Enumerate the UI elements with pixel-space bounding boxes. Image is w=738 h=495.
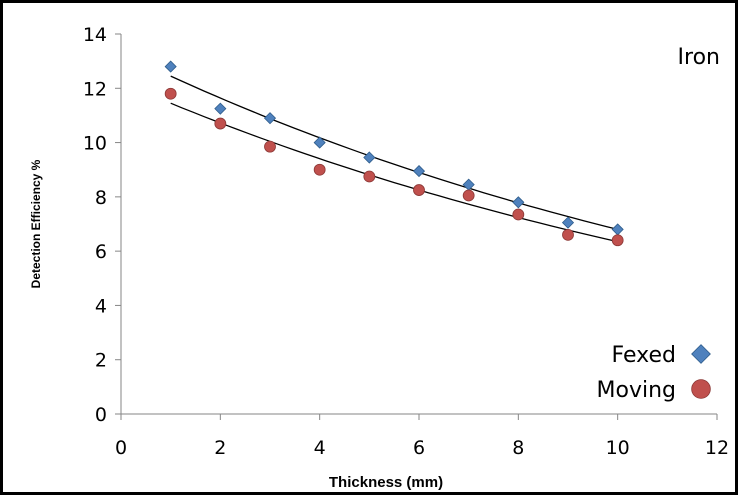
legend-label-moving: Moving: [597, 378, 676, 403]
point-moving-4: [313, 163, 326, 176]
y-tick-label: 8: [95, 187, 107, 209]
x-axis-title: Thickness (mm): [329, 474, 443, 491]
x-tick-label: 6: [413, 437, 425, 459]
point-fexed-5: [363, 151, 376, 164]
point-moving-10: [611, 234, 624, 247]
legend-marker-moving: [691, 379, 711, 399]
y-axis-title: Detection Efficiency %: [29, 159, 43, 288]
y-tick-label: 0: [95, 404, 107, 426]
point-fexed-1: [164, 60, 177, 73]
point-moving-2: [214, 117, 227, 130]
x-tick-label: 0: [115, 437, 127, 459]
y-tick-label: 12: [83, 78, 107, 100]
material-annotation: Iron: [678, 45, 720, 70]
y-tick-label: 2: [95, 350, 107, 372]
data-points: [164, 60, 624, 247]
point-fexed-6: [412, 165, 426, 178]
point-moving-9: [562, 228, 574, 241]
point-fexed-10: [611, 223, 624, 236]
x-tick-label: 12: [705, 437, 729, 459]
point-fexed-7: [462, 178, 475, 191]
trendline-fexed: [170, 75, 618, 231]
point-fexed-9: [561, 216, 575, 229]
point-fexed-2: [214, 102, 227, 115]
point-fexed-4: [313, 136, 326, 149]
trendlines: [170, 75, 618, 243]
legend-label-fexed: Fexed: [612, 343, 676, 368]
trendline-moving: [170, 102, 618, 243]
y-tick-label: 4: [95, 295, 107, 317]
y-tick-label: 6: [95, 241, 107, 263]
point-moving-1: [164, 87, 177, 100]
x-tick-label: 4: [314, 437, 326, 459]
x-tick-label: 8: [512, 437, 524, 459]
point-moving-5: [363, 170, 376, 183]
point-moving-3: [264, 140, 276, 153]
y-tick-label: 14: [83, 24, 107, 46]
x-tick-label: 2: [214, 437, 226, 459]
legend-marker-fexed: [691, 344, 711, 364]
point-moving-6: [413, 184, 425, 196]
point-moving-7: [462, 189, 475, 202]
point-moving-8: [512, 208, 525, 221]
tick-labels: 0 2 4 6 8 10 12 14 0 2 4 6 8 10 12: [83, 24, 729, 459]
legend: Fexed Moving: [597, 343, 711, 403]
y-tick-label: 10: [83, 133, 107, 155]
point-fexed-8: [512, 196, 525, 209]
point-fexed-3: [263, 112, 277, 125]
x-tick-label: 10: [606, 437, 630, 459]
